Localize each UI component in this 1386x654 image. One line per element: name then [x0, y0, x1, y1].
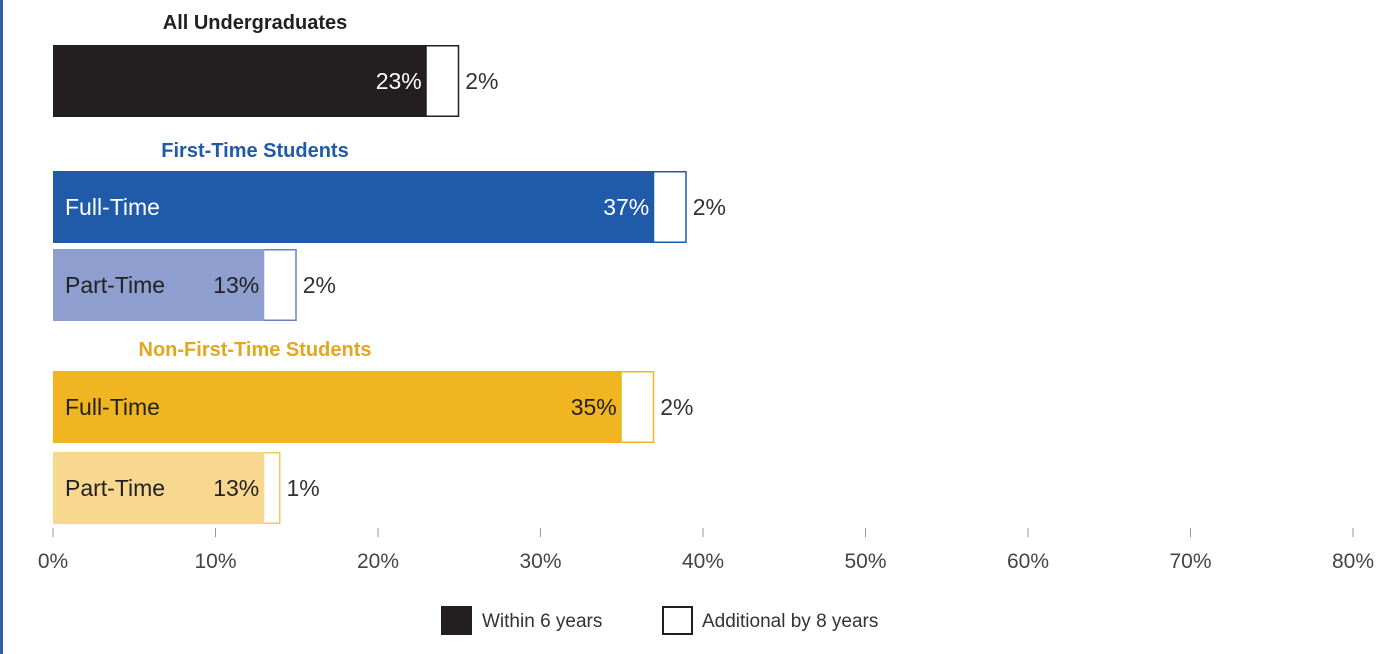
- bar-within-0-0: [53, 45, 427, 117]
- x-tick-label: 80%: [1332, 550, 1374, 573]
- bar-value-label-within: 13%: [213, 475, 259, 501]
- bar-category-label: Part-Time: [65, 475, 165, 501]
- x-tick-label: 60%: [1007, 550, 1049, 573]
- group-title-2: Non-First-Time Students: [139, 339, 372, 361]
- bar-value-label-within: 37%: [603, 194, 649, 220]
- bar-category-label: Full-Time: [65, 394, 160, 420]
- x-tick-label: 30%: [519, 550, 561, 573]
- x-tick-label: 10%: [194, 550, 236, 573]
- group-title-0: All Undergraduates: [163, 12, 347, 34]
- legend-label: Additional by 8 years: [702, 611, 878, 632]
- bar-value-label-within: 35%: [571, 394, 617, 420]
- group-title-1: First-Time Students: [161, 140, 348, 162]
- bar-within-1-1: [53, 249, 265, 321]
- bar-value-label-within: 13%: [213, 272, 259, 298]
- bar-value-label-additional: 2%: [660, 394, 693, 420]
- x-tick-label: 40%: [682, 550, 724, 573]
- bar-value-label-additional: 2%: [303, 272, 336, 298]
- bar-value-label-additional: 2%: [465, 68, 498, 94]
- legend-label: Within 6 years: [482, 611, 602, 632]
- bar-value-label-additional: 2%: [693, 194, 726, 220]
- legend-swatch-within: [441, 606, 472, 635]
- x-tick-label: 20%: [357, 550, 399, 573]
- legend-swatch-additional: [662, 606, 693, 635]
- bar-category-label: Full-Time: [65, 194, 160, 220]
- x-tick-label: 0%: [38, 550, 68, 573]
- frame-left-border: [0, 0, 3, 654]
- bar-within-1-0: [53, 171, 655, 243]
- bar-category-label: Part-Time: [65, 272, 165, 298]
- bar-within-2-0: [53, 371, 622, 443]
- x-tick-label: 50%: [844, 550, 886, 573]
- x-tick-label: 70%: [1169, 550, 1211, 573]
- bar-value-label-additional: 1%: [287, 475, 320, 501]
- bar-value-label-within: 23%: [376, 68, 422, 94]
- bar-within-2-1: [53, 452, 265, 524]
